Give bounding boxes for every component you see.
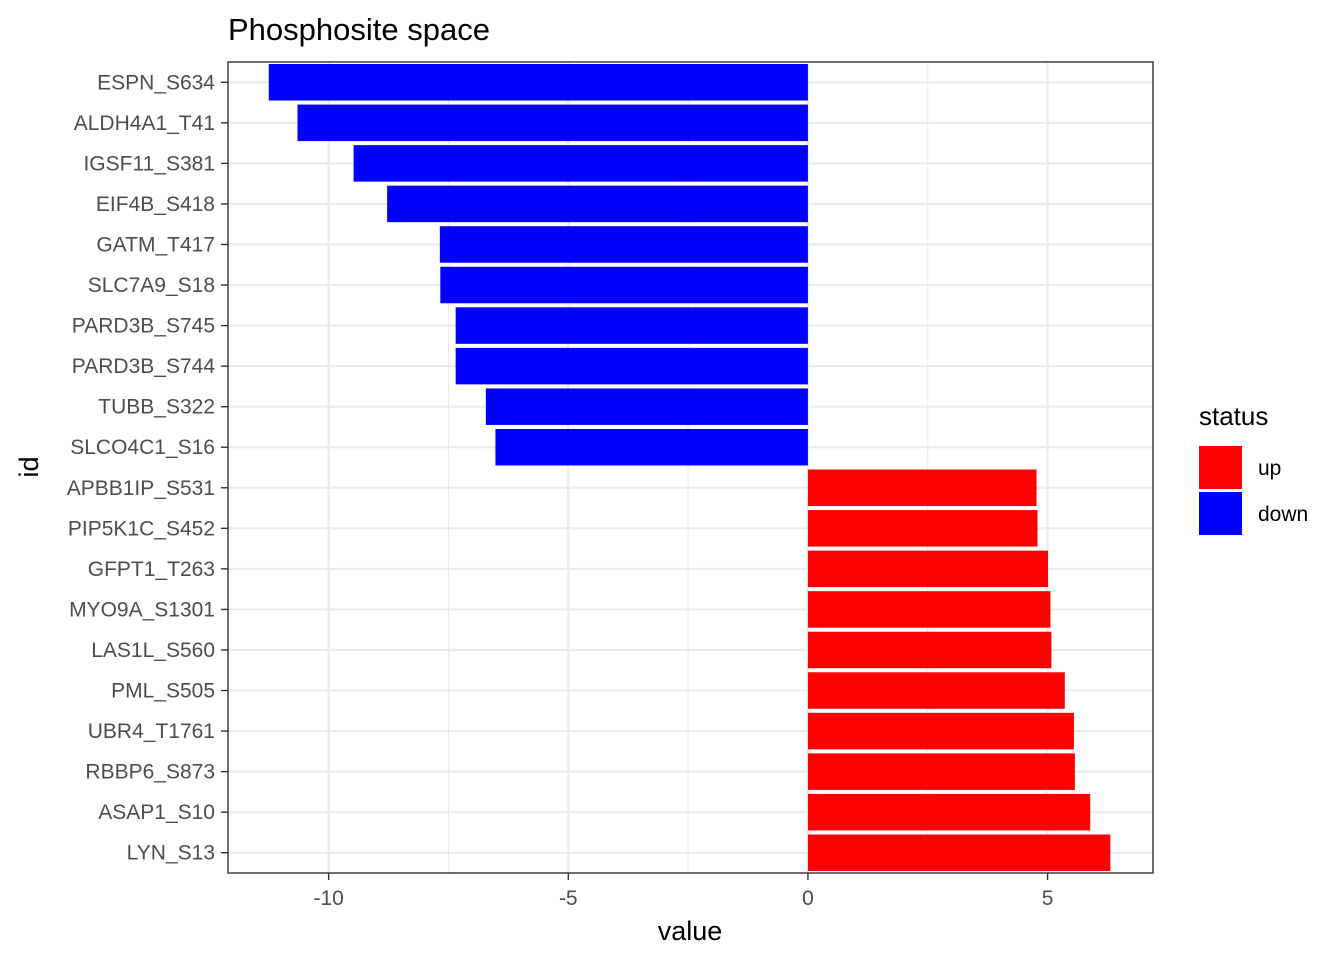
bar-PML_S505 (807, 672, 1065, 709)
plot-background (228, 62, 1153, 873)
y-tick-label: APBB1IP_S531 (67, 477, 215, 500)
legend-key-up (1199, 446, 1242, 489)
y-tick-label: EIF4B_S418 (96, 193, 215, 216)
bar-LYN_S13 (807, 834, 1111, 871)
bar-ALDH4A1_T41 (297, 104, 808, 142)
y-tick-label: ALDH4A1_T41 (74, 112, 215, 135)
bar-ESPN_S634 (268, 64, 808, 101)
y-tick-label: PIP5K1C_S452 (68, 517, 215, 540)
legend-label-down: down (1258, 503, 1308, 526)
chart-title: Phosphosite space (228, 12, 490, 47)
legend-key-down (1199, 492, 1242, 535)
bar-IGSF11_S381 (353, 145, 808, 182)
y-tick-label: ESPN_S634 (97, 71, 215, 94)
x-tick-label: -10 (313, 887, 343, 910)
bar-PIP5K1C_S452 (807, 510, 1038, 547)
bar-GATM_T417 (439, 226, 808, 263)
y-tick-label: UBR4_T1761 (88, 720, 215, 743)
bar-SLC7A9_S18 (440, 266, 808, 304)
y-tick-label: LYN_S13 (127, 842, 215, 865)
y-tick-label: PARD3B_S745 (72, 315, 215, 338)
x-axis: -10 -5 0 5 (313, 873, 1053, 910)
y-tick-label: MYO9A_S1301 (69, 598, 215, 621)
y-axis: ESPN_S634 ALDH4A1_T41 IGSF11_S381 EIF4B_S41… (67, 71, 228, 865)
bar-LAS1L_S560 (807, 631, 1052, 669)
y-tick-label: ASAP1_S10 (98, 801, 215, 824)
y-tick-label: PML_S505 (111, 680, 215, 703)
legend-label-up: up (1258, 457, 1281, 480)
x-tick-label: -5 (559, 887, 578, 910)
bar-RBBP6_S873 (807, 753, 1075, 790)
bar-UBR4_T1761 (807, 712, 1074, 750)
y-tick-label: RBBP6_S873 (85, 761, 215, 784)
legend-title: status (1199, 401, 1268, 431)
y-tick-label: LAS1L_S560 (91, 639, 215, 662)
plot-border (227, 61, 1154, 874)
y-axis-label: id (14, 456, 44, 477)
bar-MYO9A_S1301 (807, 591, 1051, 628)
y-tick-label: GFPT1_T263 (88, 558, 215, 581)
x-tick-label: 5 (1042, 887, 1054, 910)
bars (268, 64, 1111, 871)
bar-PARD3B_S745 (455, 307, 808, 344)
y-tick-label: TUBB_S322 (98, 396, 215, 419)
y-tick-label: GATM_T417 (96, 233, 215, 256)
legend: status up down (1199, 401, 1308, 535)
y-tick-label: SLC7A9_S18 (88, 274, 215, 297)
y-tick-label: PARD3B_S744 (72, 355, 216, 378)
bar-GFPT1_T263 (807, 550, 1049, 588)
bar-SLCO4C1_S16 (495, 428, 808, 466)
x-tick-label: 0 (802, 887, 814, 910)
bar-TUBB_S322 (485, 388, 808, 425)
y-tick-label: SLCO4C1_S16 (70, 436, 215, 459)
x-axis-label: value (658, 916, 723, 946)
bar-EIF4B_S418 (387, 185, 808, 223)
bar-ASAP1_S10 (807, 793, 1091, 831)
bar-APBB1IP_S531 (807, 469, 1037, 507)
y-tick-label: IGSF11_S381 (83, 152, 215, 175)
bar-PARD3B_S744 (455, 347, 808, 385)
